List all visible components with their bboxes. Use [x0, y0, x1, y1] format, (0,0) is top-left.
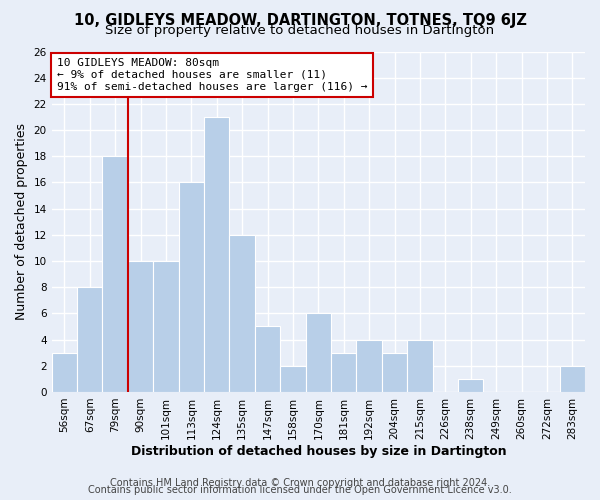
Bar [255, 326, 280, 392]
Bar [280, 366, 305, 392]
Bar [229, 235, 255, 392]
Text: Size of property relative to detached houses in Dartington: Size of property relative to detached ho… [106, 24, 494, 37]
Bar [382, 352, 407, 392]
Bar [52, 352, 77, 392]
Bar [103, 156, 128, 392]
Text: Contains public sector information licensed under the Open Government Licence v3: Contains public sector information licen… [88, 485, 512, 495]
Bar [305, 314, 331, 392]
Bar [560, 366, 585, 392]
X-axis label: Distribution of detached houses by size in Dartington: Distribution of detached houses by size … [131, 444, 506, 458]
Text: Contains HM Land Registry data © Crown copyright and database right 2024.: Contains HM Land Registry data © Crown c… [110, 478, 490, 488]
Bar [356, 340, 382, 392]
Bar [179, 182, 204, 392]
Y-axis label: Number of detached properties: Number of detached properties [15, 123, 28, 320]
Bar [153, 261, 179, 392]
Bar [331, 352, 356, 392]
Bar [128, 261, 153, 392]
Bar [204, 117, 229, 392]
Bar [407, 340, 433, 392]
Text: 10, GIDLEYS MEADOW, DARTINGTON, TOTNES, TQ9 6JZ: 10, GIDLEYS MEADOW, DARTINGTON, TOTNES, … [74, 12, 526, 28]
Bar [458, 379, 484, 392]
Text: 10 GIDLEYS MEADOW: 80sqm
← 9% of detached houses are smaller (11)
91% of semi-de: 10 GIDLEYS MEADOW: 80sqm ← 9% of detache… [57, 58, 367, 92]
Bar [77, 287, 103, 392]
